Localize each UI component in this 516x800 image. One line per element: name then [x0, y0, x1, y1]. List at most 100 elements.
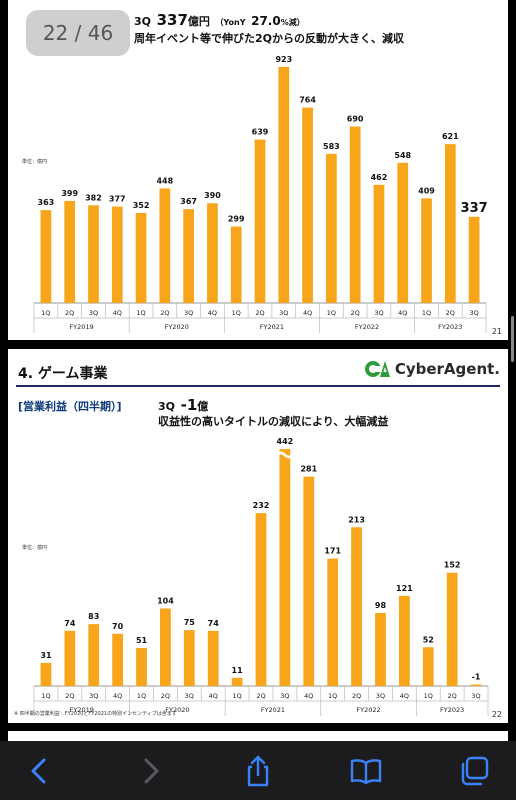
unit-label: 単位：億円: [22, 159, 48, 165]
data-label-3: 382: [85, 193, 102, 202]
data-label-18: 152: [444, 561, 461, 570]
data-label-1: 31: [40, 651, 52, 660]
tick-label-14: 2Q: [352, 692, 361, 700]
back-button[interactable]: [22, 753, 58, 789]
bar-17: [422, 647, 434, 686]
data-label-12: 281: [300, 465, 317, 474]
bar-5: [136, 647, 147, 686]
revenue-bar-chart: 363 1Q 399 2Q 382 3Q 377 4Q 352 1Q 448 2Q 367 3Q 390 4Q…: [33, 55, 488, 333]
tick-label-10: 2Q: [256, 692, 265, 700]
data-label-17: 409: [418, 186, 435, 195]
bar-9: [230, 226, 242, 303]
bar-15: [375, 612, 386, 686]
data-label-7: 75: [184, 618, 196, 627]
bar-2: [64, 200, 76, 303]
cyberagent-logo-icon: [364, 361, 390, 377]
bar-6: [159, 188, 171, 303]
data-label-9: 11: [232, 666, 244, 675]
bar-6: [160, 608, 171, 686]
tick-label-18: 2Q: [448, 692, 457, 700]
data-label-17: 52: [423, 635, 434, 644]
bar-18: [446, 572, 458, 686]
slide-21: 3Q 337億円 （YonY 27.0%減） 周年イベント等で伸びた2Qからの反…: [8, 0, 508, 340]
company-logo: CyberAgent.: [364, 359, 500, 379]
bar-5: [135, 212, 147, 303]
bar-2: [64, 630, 76, 686]
data-label-16: 121: [396, 584, 413, 593]
tick-label-3: 3Q: [89, 309, 98, 317]
chart-bracket-label: [営業利益（四半期）]: [18, 400, 122, 413]
bar-14: [349, 126, 361, 303]
operating-profit-bar-chart: 31 1Q 74 2Q 83 3Q 70 4Q 51 1Q 104 2Q 75 3Q 74 4Q 11 1Q 232…: [33, 437, 489, 716]
tick-label-4: 4Q: [113, 309, 122, 317]
data-label-19: -1: [472, 673, 481, 682]
data-label-6: 448: [156, 176, 173, 185]
tabs-icon: [461, 756, 489, 786]
bar-10: [255, 513, 267, 686]
data-label-10: 232: [253, 501, 270, 510]
tick-label-18: 2Q: [446, 309, 455, 317]
next-slide-edge: [8, 731, 508, 741]
share-icon: [247, 755, 269, 787]
bar-14: [351, 527, 362, 686]
tick-label-15: 3Q: [376, 692, 385, 700]
group-label-fy2021: FY2021: [261, 706, 285, 714]
data-label-7: 367: [180, 197, 197, 206]
data-label-2: 74: [64, 619, 76, 628]
tick-label-4: 4Q: [113, 692, 122, 700]
bar-9: [231, 677, 243, 686]
data-label-9: 299: [228, 215, 245, 224]
data-label-5: 352: [133, 201, 150, 210]
bar-4: [111, 206, 123, 303]
tabs-button[interactable]: [456, 753, 492, 789]
slide2-headline: 3Q -1億: [158, 396, 209, 414]
tick-label-9: 1Q: [232, 692, 241, 700]
group-label-fy2020: FY2020: [165, 323, 189, 331]
tick-label-2: 2Q: [65, 692, 74, 700]
data-label-8: 390: [204, 191, 221, 200]
tick-label-17: 1Q: [422, 309, 431, 317]
bookmarks-button[interactable]: [348, 753, 384, 789]
share-button[interactable]: [240, 753, 276, 789]
tick-label-12: 4Q: [303, 309, 312, 317]
tick-label-11: 3Q: [279, 309, 288, 317]
data-label-6: 104: [157, 597, 174, 606]
bar-15: [373, 184, 385, 303]
group-label-fy2021: FY2021: [260, 323, 284, 331]
bar-19: [468, 216, 480, 303]
data-label-4: 377: [109, 195, 126, 204]
slide2-subline: 収益性の高いタイトルの減収により、大幅減益: [158, 415, 389, 428]
group-label-fy2020: FY2020: [165, 706, 189, 714]
scroll-indicator[interactable]: [511, 316, 514, 362]
page-number: 21: [491, 327, 502, 336]
bar-8: [207, 203, 218, 303]
bar-3: [88, 624, 100, 686]
page-number: 22: [491, 710, 502, 719]
chevron-right-icon: [144, 758, 159, 784]
bar-1: [40, 662, 52, 686]
bottom-toolbar: [0, 741, 516, 800]
tick-label-16: 4Q: [398, 309, 407, 317]
data-label-4: 70: [112, 622, 124, 631]
bar-3: [88, 205, 99, 303]
data-label-10: 639: [252, 128, 269, 137]
bar-13: [326, 153, 337, 303]
group-label-fy2023: FY2023: [438, 323, 462, 331]
chevron-left-icon: [31, 758, 46, 784]
bar-16: [398, 595, 410, 686]
bar-7: [183, 209, 194, 303]
tick-label-8: 4Q: [208, 309, 217, 317]
book-icon: [350, 759, 382, 785]
tick-label-13: 1Q: [328, 692, 337, 700]
forward-button[interactable]: [132, 753, 168, 789]
bar-1: [40, 210, 52, 303]
tick-label-10: 2Q: [255, 309, 264, 317]
tick-label-19: 3Q: [469, 309, 478, 317]
tick-label-3: 3Q: [89, 692, 98, 700]
tick-label-16: 4Q: [400, 692, 409, 700]
data-label-13: 583: [323, 142, 340, 151]
bar-17: [421, 198, 432, 303]
slide-22: 4. ゲーム事業 CyberAgent. [営業利益（四半期）] 3Q -1億 …: [8, 349, 508, 723]
tick-label-7: 3Q: [184, 309, 193, 317]
bar-10: [254, 139, 266, 303]
